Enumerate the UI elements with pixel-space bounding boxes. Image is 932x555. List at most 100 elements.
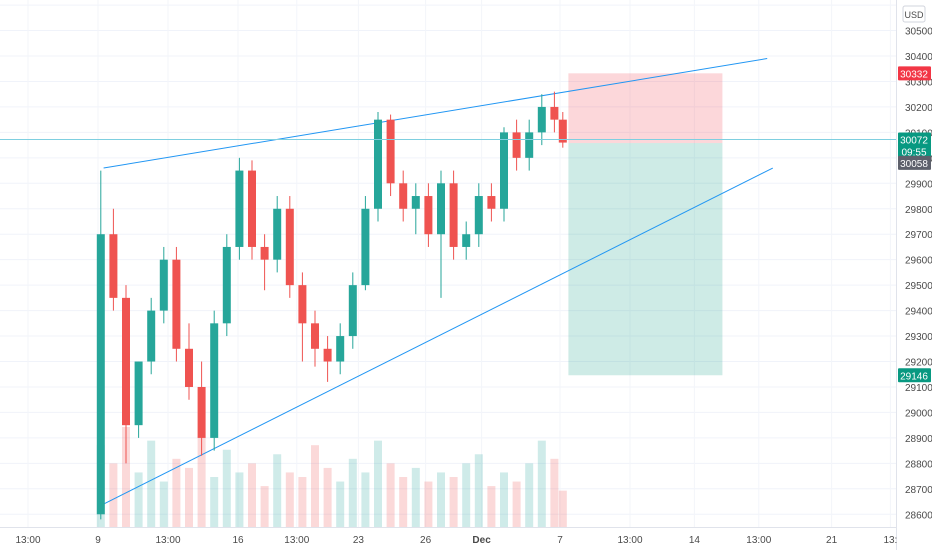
volume-bar [260,486,269,527]
volume-bar [500,472,508,527]
y-tick-label: 29300 [905,332,932,343]
candle-body [399,183,408,209]
volume-bar [361,472,370,527]
volume-bar [109,463,118,527]
time-axis[interactable]: 13:00 9 13:00 16 13:00 23 26 Dec 7 13:00 14 13:00 21… [0,527,897,550]
candle-body [235,170,244,247]
volume-bar [147,440,156,527]
volume-bar [462,463,471,527]
volume-bar [348,458,357,527]
volume-bar [550,458,559,527]
y-tick-label: 28600 [905,510,932,521]
y-tick-label: 28900 [905,434,932,445]
x-tick-label: 7 [557,535,563,546]
x-tick-label: 13:00 [15,535,40,546]
y-tick-label: 28800 [905,459,932,470]
y-tick-label: 29900 [905,179,932,190]
candle-body [185,348,193,387]
price-badge [898,155,931,170]
candle-body [462,234,471,247]
x-tick-label: 26 [420,535,432,546]
price-axis[interactable]: USD 28600 28700 28800 28900 29000 29100 29200 2… [896,0,932,550]
volume-bar [437,472,445,527]
y-tick-label: 30500 [905,27,932,38]
candle-body [260,246,269,260]
candle-body [336,336,345,362]
candle-body [424,196,433,235]
y-tick-label: 29600 [905,256,932,267]
candle-body [109,234,118,298]
candle-body [374,119,382,209]
volume-bar [336,481,345,527]
volume-bar [172,458,181,527]
candle-body [210,323,219,438]
x-tick-label: 13: [883,535,897,546]
y-tick-label: 29500 [905,281,932,292]
volume-bar [298,477,307,527]
time-axis-background [0,527,896,550]
take-profit-zone[interactable] [568,143,723,376]
candle-body [147,310,156,362]
volume-bar [285,472,294,527]
volume-bar [487,486,496,527]
candle-body [500,132,508,209]
volume-bar [134,472,143,527]
candle-body [122,297,130,426]
volume-bar [537,440,546,527]
position-zones[interactable] [568,73,723,376]
candle-body [273,208,282,260]
volume-bar [248,463,256,527]
volume-bar [411,467,420,527]
stop-loss-zone[interactable] [568,73,723,144]
candles [96,91,567,520]
y-tick-label: 30200 [905,103,932,114]
volume-bar [386,463,395,527]
upper-trendline[interactable] [103,58,768,169]
candle-body [487,196,496,209]
volume-bar [273,454,282,527]
currency-label: USD [904,10,924,20]
candle-body [172,259,181,349]
trendlines[interactable] [103,58,774,505]
candle-body [550,106,559,120]
volume-bars [96,427,567,527]
volume-bar [558,490,567,527]
y-tick-label: 29100 [905,383,932,394]
candle-body [298,285,307,324]
candle-body [386,119,395,184]
x-tick-label: 13:00 [617,535,642,546]
price-badge-label: 30072 [900,136,928,147]
y-tick-label: 29700 [905,230,932,241]
y-tick-label: 28700 [905,485,932,496]
candle-body [323,348,332,362]
price-badge-label: 09:55 [901,148,926,159]
y-tick-label: 29800 [905,205,932,216]
grid [0,0,896,527]
price-badge [898,66,931,81]
y-tick-label: 29200 [905,358,932,369]
candle-body [311,323,319,349]
price-badge-label: 29146 [900,371,928,382]
volume-bar [512,481,521,527]
y-tick-label: 29400 [905,307,932,318]
y-tick-label: 30400 [905,52,932,63]
volume-bar [235,472,244,527]
volume-bar [323,467,332,527]
volume-bar [222,449,231,527]
volume-bar [311,445,319,527]
candle-body [449,183,458,247]
price-badge-label: 30058 [900,159,928,170]
volume-bar [474,454,483,527]
x-tick-label: 21 [826,535,838,546]
currency-box[interactable] [902,5,926,23]
candle-body [348,285,357,337]
lower-trendline[interactable] [103,167,774,505]
price-badge [898,144,931,159]
volume-bar [159,481,168,527]
x-tick-label: 9 [95,535,101,546]
volume-bar [374,440,382,527]
candle-body [248,170,256,247]
volume-bar [424,481,433,527]
candle-body [512,132,521,158]
